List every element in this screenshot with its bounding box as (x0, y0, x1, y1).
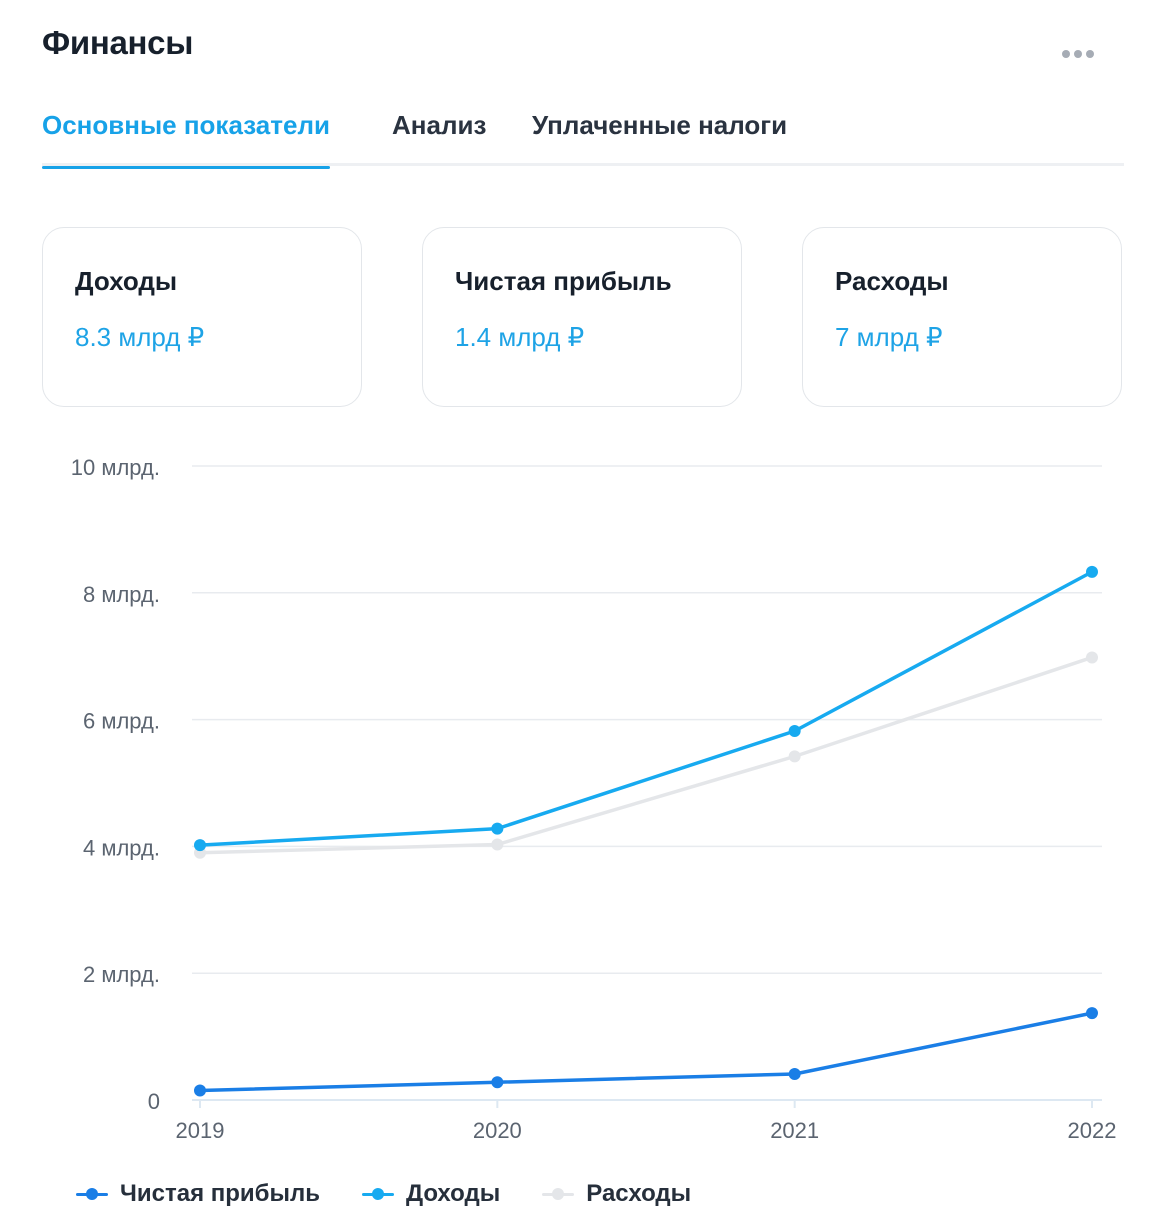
legend-item-net-profit[interactable]: Чистая прибыль (76, 1180, 320, 1208)
legend-marker (542, 1186, 575, 1202)
card-net-profit[interactable]: Чистая прибыль 1.4 млрд ₽ (422, 227, 742, 407)
y-tick-label: 8 млрд. (83, 582, 160, 607)
tab-main-indicators[interactable]: Основные показатели (42, 110, 330, 169)
data-point (194, 1084, 206, 1097)
legend-dot (371, 1188, 384, 1200)
more-dot (1062, 50, 1070, 58)
legend-item-income[interactable]: Доходы (361, 1180, 501, 1208)
widget-title: Финансы (42, 24, 194, 61)
legend-dot (552, 1188, 565, 1200)
legend-marker (361, 1186, 394, 1202)
data-point (788, 725, 801, 738)
more-dot (1074, 50, 1082, 58)
x-tick-label: 2021 (770, 1118, 819, 1143)
legend-label: Доходы (405, 1180, 501, 1207)
card-expenses[interactable]: Расходы 7 млрд ₽ (802, 227, 1122, 407)
legend-item-expenses[interactable]: Расходы (542, 1180, 691, 1208)
finance-line-chart: 0 2 млрд. 4 млрд. 6 млрд. 8 млрд. 10 млрд. 201… (71, 455, 1117, 1143)
x-tick-label: 2020 (473, 1118, 522, 1143)
data-point (491, 1076, 504, 1089)
y-tick-label: 10 млрд. (71, 455, 160, 480)
data-point (788, 1068, 801, 1081)
card-net-profit-label: Чистая прибыль (455, 266, 672, 296)
card-expenses-value: 7 млрд ₽ (835, 322, 943, 352)
more-dot (1086, 50, 1094, 58)
y-tick-label: 0 (148, 1089, 160, 1114)
data-point (1086, 1007, 1098, 1020)
card-income[interactable]: Доходы 8.3 млрд ₽ (42, 227, 362, 407)
series-line (198, 570, 1094, 847)
y-tick-label: 2 млрд. (83, 962, 160, 987)
data-point (194, 839, 206, 852)
data-point (491, 822, 504, 835)
series-line (198, 1011, 1094, 1093)
more-options-icon[interactable] (1062, 44, 1098, 64)
card-income-value: 8.3 млрд ₽ (75, 322, 205, 352)
tab-analysis[interactable]: Анализ (392, 110, 487, 140)
tab-bar: Основные показатели Анализ Уплаченные на… (42, 110, 1124, 169)
card-expenses-label: Расходы (835, 266, 949, 296)
x-tick-label: 2019 (176, 1118, 225, 1143)
x-tick-label: 2022 (1068, 1118, 1117, 1143)
legend-marker (76, 1186, 108, 1202)
data-point (788, 750, 801, 763)
legend-label: Расходы (586, 1180, 692, 1207)
legend-dot (86, 1188, 98, 1200)
y-tick-label: 6 млрд. (83, 709, 160, 734)
card-income-label: Доходы (75, 266, 178, 296)
chart-legend: Чистая прибыль Доходы Расходы (76, 1176, 733, 1212)
legend-label: Чистая прибыль (120, 1180, 320, 1207)
tab-paid-taxes[interactable]: Уплаченные налоги (532, 110, 788, 140)
series-line (198, 655, 1094, 855)
y-tick-label: 4 млрд. (83, 835, 160, 860)
card-net-profit-value: 1.4 млрд ₽ (455, 322, 585, 352)
data-point (1086, 565, 1098, 578)
data-point (491, 838, 504, 851)
data-point (1086, 651, 1098, 664)
